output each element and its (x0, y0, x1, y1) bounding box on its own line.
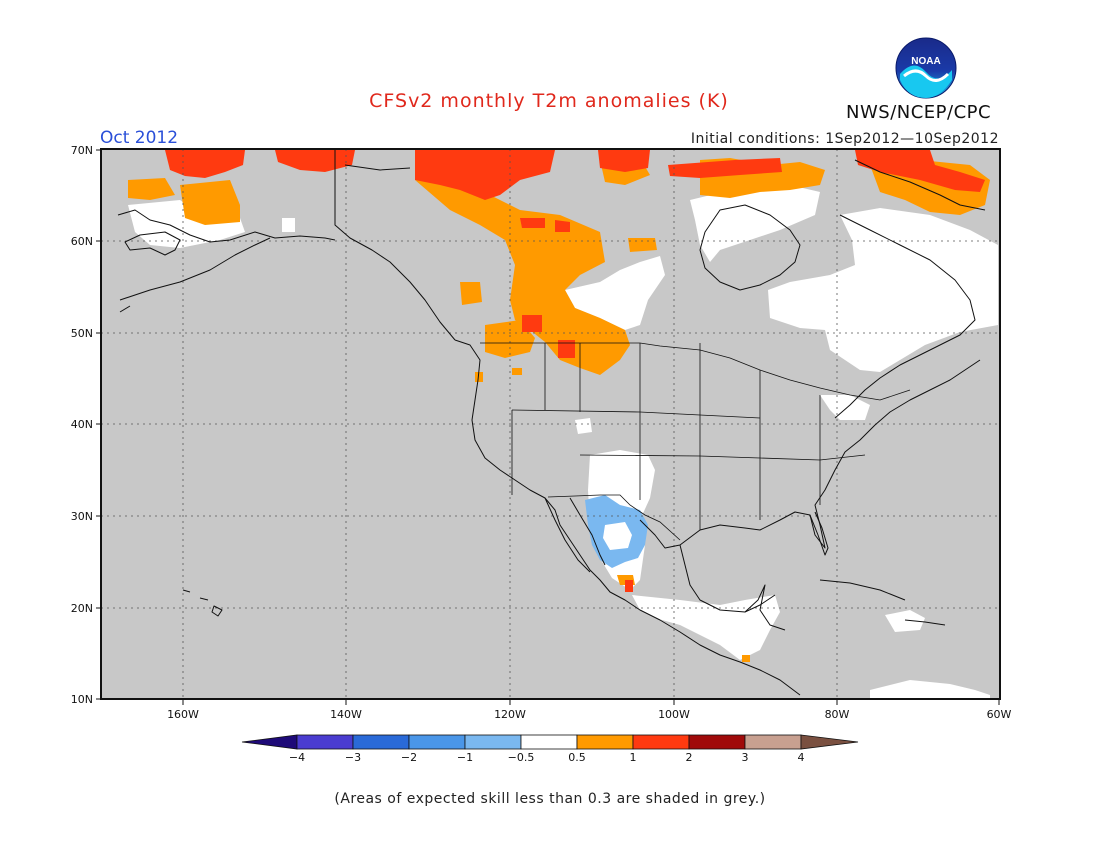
initial-conditions: Initial conditions: 1Sep2012—10Sep2012 (690, 131, 999, 147)
colorbar-label: −4 (289, 751, 305, 764)
colorbar-swatch (576, 734, 634, 750)
colorbar-swatch (520, 734, 578, 750)
colorbar-label: 4 (798, 751, 805, 764)
lat-label-60: 60N (71, 235, 93, 248)
lat-label-30: 30N (71, 510, 93, 523)
lat-label-70: 70N (71, 144, 93, 157)
lon-label-80w: 80W (825, 708, 850, 721)
colorbar-arrow-right (800, 734, 859, 750)
colorbar-swatch (688, 734, 746, 750)
colorbar-label: −0.5 (508, 751, 535, 764)
colorbar-swatch (464, 734, 522, 750)
lon-label-120w: 120W (494, 708, 526, 721)
colorbar-swatch (408, 734, 466, 750)
lat-label-10: 10N (71, 693, 93, 706)
colorbar-label: 2 (686, 751, 693, 764)
colorbar-label: 1 (630, 751, 637, 764)
colorbar-label: −2 (401, 751, 417, 764)
noaa-logo: NOAA (895, 37, 957, 99)
lon-label-140w: 140W (330, 708, 362, 721)
coastlines (117, 150, 986, 696)
lat-label-20: 20N (71, 602, 93, 615)
organization-label: NWS/NCEP/CPC (846, 102, 992, 123)
borders (480, 342, 911, 541)
lon-label-60w: 60W (987, 708, 1012, 721)
anomaly-red-areas (165, 150, 985, 592)
longitude-axis (182, 699, 1000, 705)
colorbar: −4 −3 −2 −1 −0.5 0.5 1 2 3 4 (241, 734, 859, 764)
colorbar-label: 3 (742, 751, 749, 764)
colorbar-arrow-left (241, 734, 298, 750)
colorbar-swatch (632, 734, 690, 750)
colorbar-swatch (352, 734, 410, 750)
map-title: CFSv2 monthly T2m anomalies (K) (369, 90, 729, 112)
latitude-axis (96, 149, 101, 700)
lon-label-100w: 100W (658, 708, 690, 721)
lat-label-50: 50N (71, 327, 93, 340)
forecast-period: Oct 2012 (100, 128, 179, 148)
graticule (101, 149, 1000, 699)
colorbar-swatch (744, 734, 802, 750)
noaa-logo-text: NOAA (911, 56, 940, 67)
colorbar-label: −1 (457, 751, 473, 764)
colorbar-label: 0.5 (568, 751, 586, 764)
skill-footnote: (Areas of expected skill less than 0.3 a… (334, 791, 766, 807)
anomaly-white-in-blue (603, 522, 632, 550)
lon-label-160w: 160W (167, 708, 199, 721)
colorbar-swatch (296, 734, 354, 750)
colorbar-label: −3 (345, 751, 361, 764)
lat-label-40: 40N (71, 418, 93, 431)
